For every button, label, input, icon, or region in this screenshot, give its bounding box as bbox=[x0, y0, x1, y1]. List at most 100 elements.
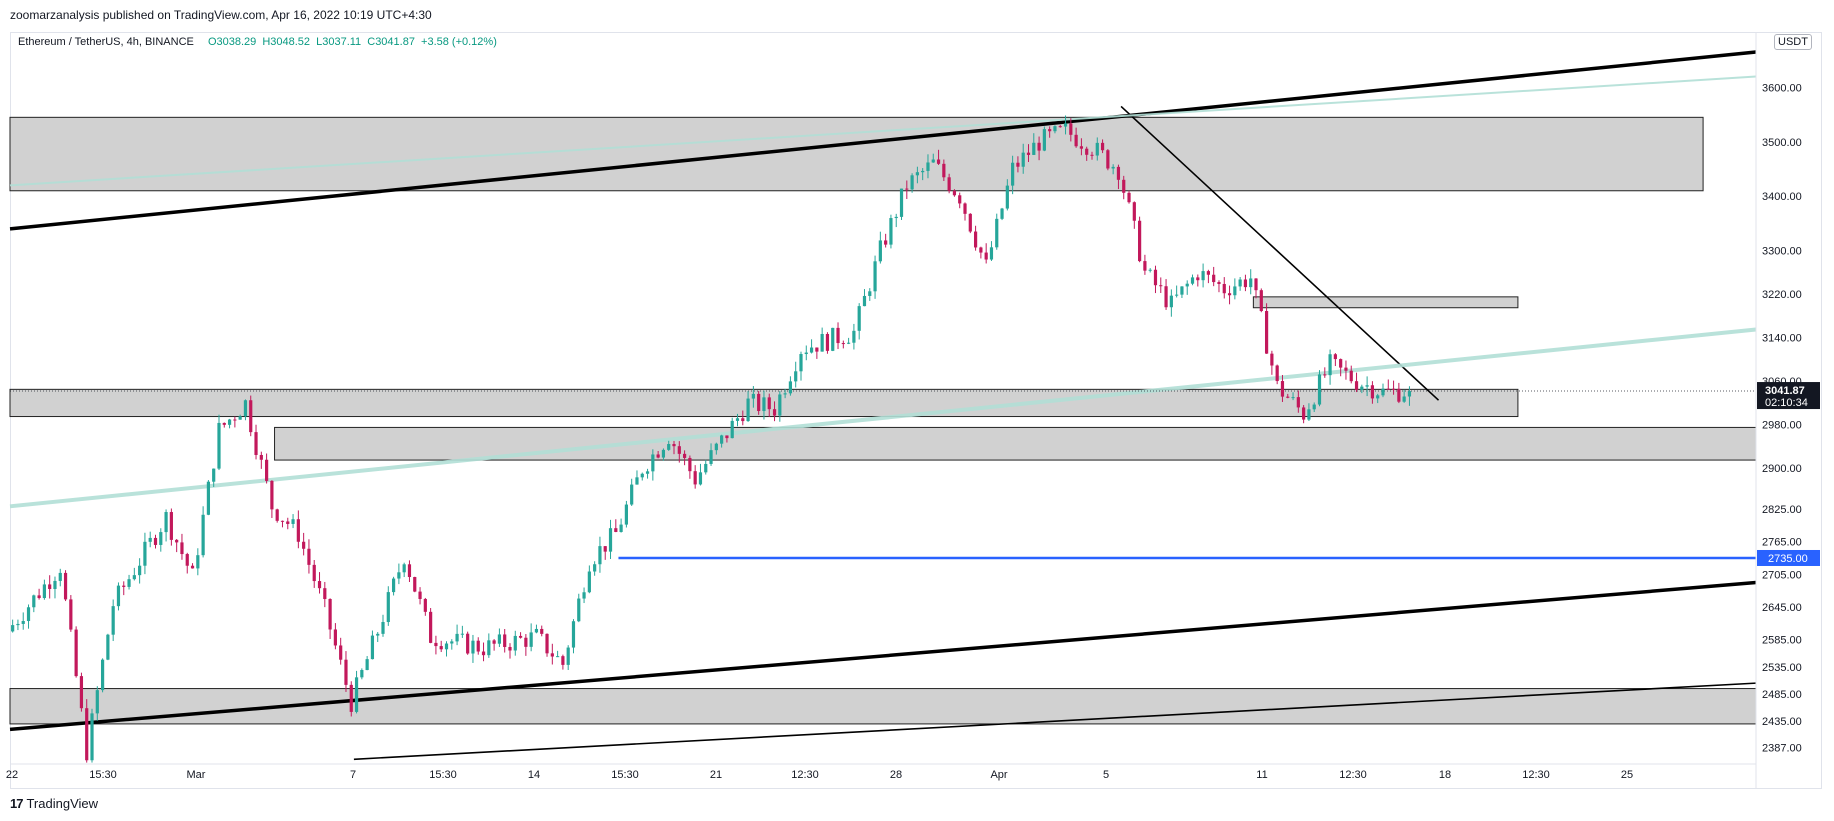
candle-body bbox=[85, 708, 89, 761]
candle-body bbox=[989, 247, 994, 260]
candle-body bbox=[831, 327, 835, 351]
candle-body bbox=[1349, 370, 1353, 382]
candle-body bbox=[481, 651, 486, 656]
candle-body bbox=[175, 539, 179, 543]
candle-body bbox=[503, 634, 507, 647]
candle-body bbox=[693, 471, 697, 485]
tradingview-logo-icon: 17 bbox=[10, 796, 24, 811]
price-tick-label: 3220.00 bbox=[1762, 289, 1802, 301]
candle-body bbox=[487, 640, 491, 656]
candle-body bbox=[333, 629, 337, 646]
candle-body bbox=[32, 595, 36, 608]
candle-body bbox=[11, 625, 15, 632]
candle-body bbox=[206, 481, 211, 515]
candle-body bbox=[1122, 179, 1126, 193]
candle-body bbox=[566, 647, 570, 665]
candle-body bbox=[1238, 279, 1242, 287]
candle-body bbox=[1148, 269, 1152, 271]
time-tick-label: 12:30 bbox=[1339, 769, 1367, 781]
candle-body bbox=[1164, 286, 1168, 308]
candle-body bbox=[153, 537, 158, 545]
candle-body bbox=[645, 471, 650, 474]
candle-body bbox=[259, 454, 263, 460]
candle-body bbox=[529, 632, 533, 647]
candle-body bbox=[1048, 129, 1052, 132]
candle-body bbox=[1212, 274, 1216, 283]
time-tick-label: 21 bbox=[710, 769, 722, 781]
candle-body bbox=[608, 528, 613, 552]
candle-body bbox=[1270, 353, 1274, 366]
candle-body bbox=[418, 591, 422, 599]
candle-body bbox=[899, 188, 904, 217]
candle-body bbox=[69, 599, 73, 630]
candle-body bbox=[48, 584, 52, 589]
price-chart[interactable]: 3600.00 3500.00 3400.00 3300.00 3220.00 3140.… bbox=[0, 0, 1834, 790]
candle-body bbox=[963, 203, 967, 214]
price-tick-label: 3600.00 bbox=[1762, 82, 1802, 94]
candle-body bbox=[1328, 354, 1332, 376]
candle-body bbox=[587, 571, 591, 593]
candle-body bbox=[815, 347, 819, 352]
candle-body bbox=[265, 459, 269, 481]
candle-body bbox=[1000, 208, 1004, 219]
candle-body bbox=[1264, 311, 1269, 354]
candle-body bbox=[37, 595, 41, 599]
candle-body bbox=[841, 343, 845, 345]
candle-body bbox=[550, 653, 554, 657]
time-tick-label: Apr bbox=[990, 769, 1007, 781]
currency-unit-button[interactable]: USDT bbox=[1774, 34, 1812, 50]
candle-body bbox=[936, 159, 941, 164]
candle-body bbox=[328, 599, 332, 630]
candle-body bbox=[772, 409, 777, 416]
tradingview-logo[interactable]: 17 TradingView bbox=[10, 796, 98, 811]
ohlc-change: +3.58 (+0.12%) bbox=[421, 36, 497, 48]
candle-body bbox=[492, 640, 496, 644]
candle-body bbox=[1312, 404, 1316, 410]
candle-body bbox=[1032, 142, 1036, 155]
candle-body bbox=[1397, 388, 1401, 402]
candle-body bbox=[852, 330, 856, 343]
candle-body bbox=[857, 306, 861, 331]
candle-body bbox=[677, 446, 681, 454]
candle-body bbox=[788, 381, 793, 394]
candle-body bbox=[53, 580, 57, 589]
candle-body bbox=[825, 333, 830, 351]
ohlc-low: L3037.11 bbox=[316, 36, 362, 48]
candle-body bbox=[751, 393, 755, 399]
candle-body bbox=[95, 690, 99, 714]
candle-body bbox=[164, 512, 168, 533]
candle-body bbox=[720, 435, 724, 444]
time-tick-label: 15:30 bbox=[89, 769, 117, 781]
candle-body bbox=[1026, 152, 1031, 155]
candle-body bbox=[714, 443, 718, 451]
candle-body bbox=[921, 170, 925, 173]
candle-body bbox=[397, 572, 401, 579]
time-tick-label: Mar bbox=[187, 769, 206, 781]
candle-body bbox=[275, 509, 279, 521]
candle-body bbox=[1317, 374, 1322, 405]
sr-zone-4 bbox=[1252, 296, 1519, 309]
candle-body bbox=[682, 453, 687, 458]
candle-body bbox=[1106, 150, 1110, 169]
candle-body bbox=[1042, 129, 1046, 151]
candle-body bbox=[1222, 283, 1226, 294]
candle-body bbox=[190, 565, 195, 569]
candle-body bbox=[280, 520, 285, 522]
candle-body bbox=[868, 291, 872, 296]
candle-body bbox=[1063, 123, 1068, 127]
candle-body bbox=[540, 628, 544, 634]
candle-body bbox=[302, 541, 306, 549]
price-tick-label: 2705.00 bbox=[1762, 569, 1802, 581]
ohlc-legend: Ethereum / TetherUS, 4h, BINANCE O3038.2… bbox=[18, 36, 497, 48]
trendline-thin-lower bbox=[353, 682, 1757, 761]
price-tick-label: 2535.00 bbox=[1762, 662, 1802, 674]
candle-body bbox=[381, 622, 385, 634]
candle-body bbox=[524, 637, 528, 647]
symbol-label[interactable]: Ethereum / TetherUS, 4h, BINANCE bbox=[18, 36, 194, 48]
time-tick-label: 15:30 bbox=[429, 769, 457, 781]
price-tick-label: 2485.00 bbox=[1762, 689, 1802, 701]
trendline-mint-mid bbox=[9, 327, 1757, 509]
candle-body bbox=[635, 477, 639, 485]
candle-body bbox=[926, 162, 930, 171]
candle-body bbox=[545, 633, 549, 654]
